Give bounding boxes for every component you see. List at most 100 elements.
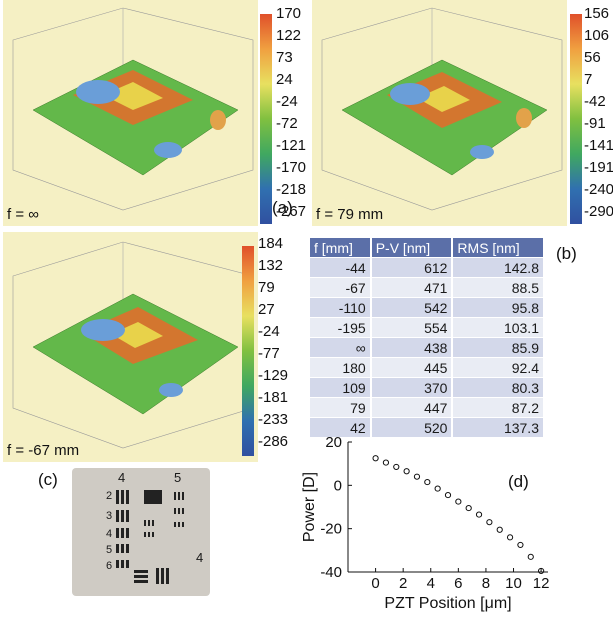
table-row: -110 542 95.8 (310, 297, 545, 318)
table-cell: 542 (370, 297, 454, 318)
table-cell: -195 (310, 317, 372, 338)
colorbar-tick: 56 (584, 49, 601, 66)
resolution-target-image: 4 5 4 2 3 4 5 6 (72, 468, 210, 596)
colorbar (242, 246, 254, 456)
colorbar-tick: 122 (276, 27, 302, 44)
x-tick-label: 6 (454, 575, 462, 592)
colorbar (260, 14, 272, 224)
colorbar-tick: -267 (276, 203, 307, 220)
colorbar (570, 14, 582, 224)
table-row: -195 554 103.1 (310, 317, 545, 338)
table-cell: 554 (370, 317, 454, 338)
x-tick-label: 4 (427, 575, 435, 592)
colorbar-tick: -72 (276, 115, 298, 132)
power-vs-pzt-chart: -40 -20 0 20 0 2 4 6 8 10 12 PZT Position [μm] Power… (300, 430, 600, 620)
data-point (424, 478, 431, 486)
y-tick-label: -20 (320, 521, 342, 538)
surface-plot-f-minus-67mm: f = -67 mm (3, 232, 258, 462)
y-tick-label: -40 (320, 564, 342, 581)
table-row: -44 612 142.8 (310, 257, 545, 278)
plot-caption: f = ∞ (7, 206, 39, 223)
table-cell: 438 (370, 337, 454, 358)
y-tick-label: 20 (325, 434, 342, 451)
table-cell: 80.3 (452, 377, 545, 398)
panel-label-c: (c) (38, 470, 58, 489)
x-tick-label: 0 (371, 575, 379, 592)
colorbar-tick: -290 (584, 203, 613, 220)
table-cell: 79 (310, 397, 372, 418)
table-cell: 471 (370, 277, 454, 298)
data-point (506, 534, 514, 541)
data-point (382, 459, 390, 466)
column-header: RMS [nm] (452, 238, 545, 258)
scatter-plot: -40 -20 0 20 0 2 4 6 8 10 12 PZT Position [μm] Power… (301, 434, 550, 612)
table-row: 180 445 92.4 (310, 357, 545, 378)
data-point (475, 511, 483, 518)
data-point (486, 519, 493, 526)
x-tick-label: 2 (399, 575, 407, 592)
element-label: 4 (106, 528, 113, 540)
element-label: 2 (106, 490, 113, 502)
colorbar-tick: -141 (584, 137, 613, 154)
colorbar-tick: -170 (276, 159, 307, 176)
table-row: 79 447 87.2 (310, 397, 545, 418)
resolution-target-graphic (116, 490, 184, 584)
table-cell: 88.5 (452, 277, 545, 298)
table-cell: 520 (370, 417, 454, 437)
x-tick-label: 8 (482, 575, 490, 592)
colorbar-tick: -121 (276, 137, 307, 154)
colorbar-ticks: 156 106 56 7 -42 -91 -141 -191 -240 -290 (584, 6, 613, 219)
panel-label-d: (d) (508, 472, 529, 491)
table-cell: 137.3 (452, 417, 545, 437)
colorbar-tick: 170 (276, 5, 302, 22)
data-point (527, 553, 534, 560)
table-row: 42 520 137.3 (310, 417, 545, 437)
surface-plot-graphic (321, 7, 563, 211)
data-point (517, 541, 524, 549)
table-cell: -67 (310, 277, 372, 298)
colorbar-tick: -91 (584, 115, 606, 132)
colorbar-tick: 132 (258, 257, 284, 274)
table-cell: 447 (370, 397, 454, 418)
y-tick-label: 0 (334, 477, 342, 494)
colorbar-ticks: 170 122 73 24 -24 -72 -121 -170 -218 -26… (276, 6, 306, 219)
colorbar-tick: 73 (276, 49, 293, 66)
colorbar-tick: 184 (258, 235, 284, 252)
y-axis-label: Power [D] (301, 472, 318, 542)
table-row: ∞ 438 85.9 (310, 337, 545, 358)
colorbar-tick: 106 (584, 27, 610, 44)
element-label: 3 (106, 510, 113, 522)
table-cell: -44 (310, 257, 372, 278)
table-cell: 370 (370, 377, 454, 398)
colorbar-tick: 79 (258, 279, 275, 296)
table-cell: 612 (370, 257, 454, 278)
table-cell: 42 (310, 417, 372, 437)
table-row: 109 370 80.3 (310, 377, 545, 398)
table-cell: -110 (310, 297, 372, 318)
colorbar-tick: 7 (584, 71, 593, 88)
colorbar-tick: -181 (258, 389, 289, 406)
group-label: 4 (196, 550, 204, 565)
panel-label-b: (b) (556, 244, 577, 263)
surface-plot-graphic (12, 241, 254, 449)
data-point (444, 491, 452, 499)
data-point (434, 485, 441, 492)
data-point (372, 455, 379, 462)
table-header-row: f [mm] P-V [nm] RMS [nm] (310, 238, 545, 258)
data-point (393, 463, 400, 471)
colorbar-tick: -129 (258, 367, 289, 384)
table-cell: ∞ (310, 337, 372, 358)
data-point (403, 468, 410, 475)
colorbar-tick: 27 (258, 301, 275, 318)
panel-label-a: (a) (272, 198, 293, 217)
table-cell: 109 (310, 377, 372, 398)
surface-plot-graphic (12, 7, 254, 211)
x-tick-label: 12 (533, 575, 550, 592)
colorbar-tick: -77 (258, 345, 280, 362)
table-cell: 87.2 (452, 397, 545, 418)
table-cell: 103.1 (452, 317, 545, 338)
column-header: P-V [nm] (370, 238, 454, 258)
table-cell: 95.8 (452, 297, 545, 318)
colorbar-tick: -191 (584, 159, 613, 176)
colorbar-tick: -24 (276, 93, 298, 110)
